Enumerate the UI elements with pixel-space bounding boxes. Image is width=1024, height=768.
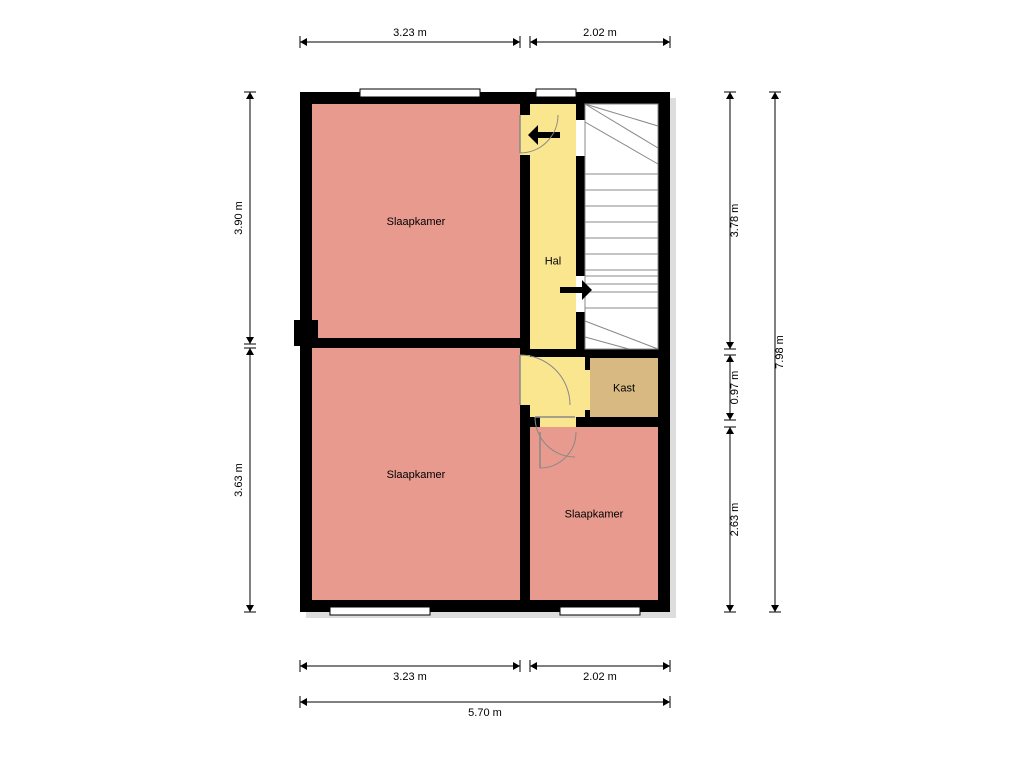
label-bedroom_top: Slaapkamer [387, 216, 446, 228]
dim-label: 3.78 m [729, 204, 741, 238]
dim-label: 2.02 m [583, 27, 617, 39]
wall-below-closet [580, 417, 670, 427]
window-2 [330, 607, 430, 615]
opening-stair-top [576, 120, 585, 156]
opening-closet [580, 370, 590, 410]
dim-label: 0.97 m [729, 371, 741, 405]
dim-label: 2.63 m [729, 503, 741, 537]
opening-small-bedroom [540, 417, 576, 427]
label-hall: Hal [545, 256, 562, 268]
wall-horiz-left [312, 338, 520, 348]
label-closet: Kast [613, 383, 635, 395]
wall-vert-main [520, 92, 530, 612]
opening-bottom-bedroom [520, 355, 530, 405]
label-bedroom_small: Slaapkamer [565, 509, 624, 521]
hall-lower [530, 357, 585, 417]
dim-label: 3.90 m [233, 201, 245, 235]
wall-below-stairs [530, 349, 658, 357]
exterior-pillar [294, 320, 318, 346]
window-0 [360, 89, 480, 97]
dim-label: 7.98 m [774, 335, 786, 369]
dim-label: 3.23 m [393, 671, 427, 683]
dim-v [244, 348, 256, 612]
dim-label: 2.02 m [583, 671, 617, 683]
label-bedroom_bottom: Slaapkamer [387, 469, 446, 481]
window-3 [560, 607, 640, 615]
room-stairs [585, 104, 658, 349]
window-1 [536, 89, 576, 97]
dim-label: 3.63 m [233, 463, 245, 497]
dim-v [244, 92, 256, 344]
dim-label: 5.70 m [468, 707, 502, 719]
dim-label: 3.23 m [393, 27, 427, 39]
